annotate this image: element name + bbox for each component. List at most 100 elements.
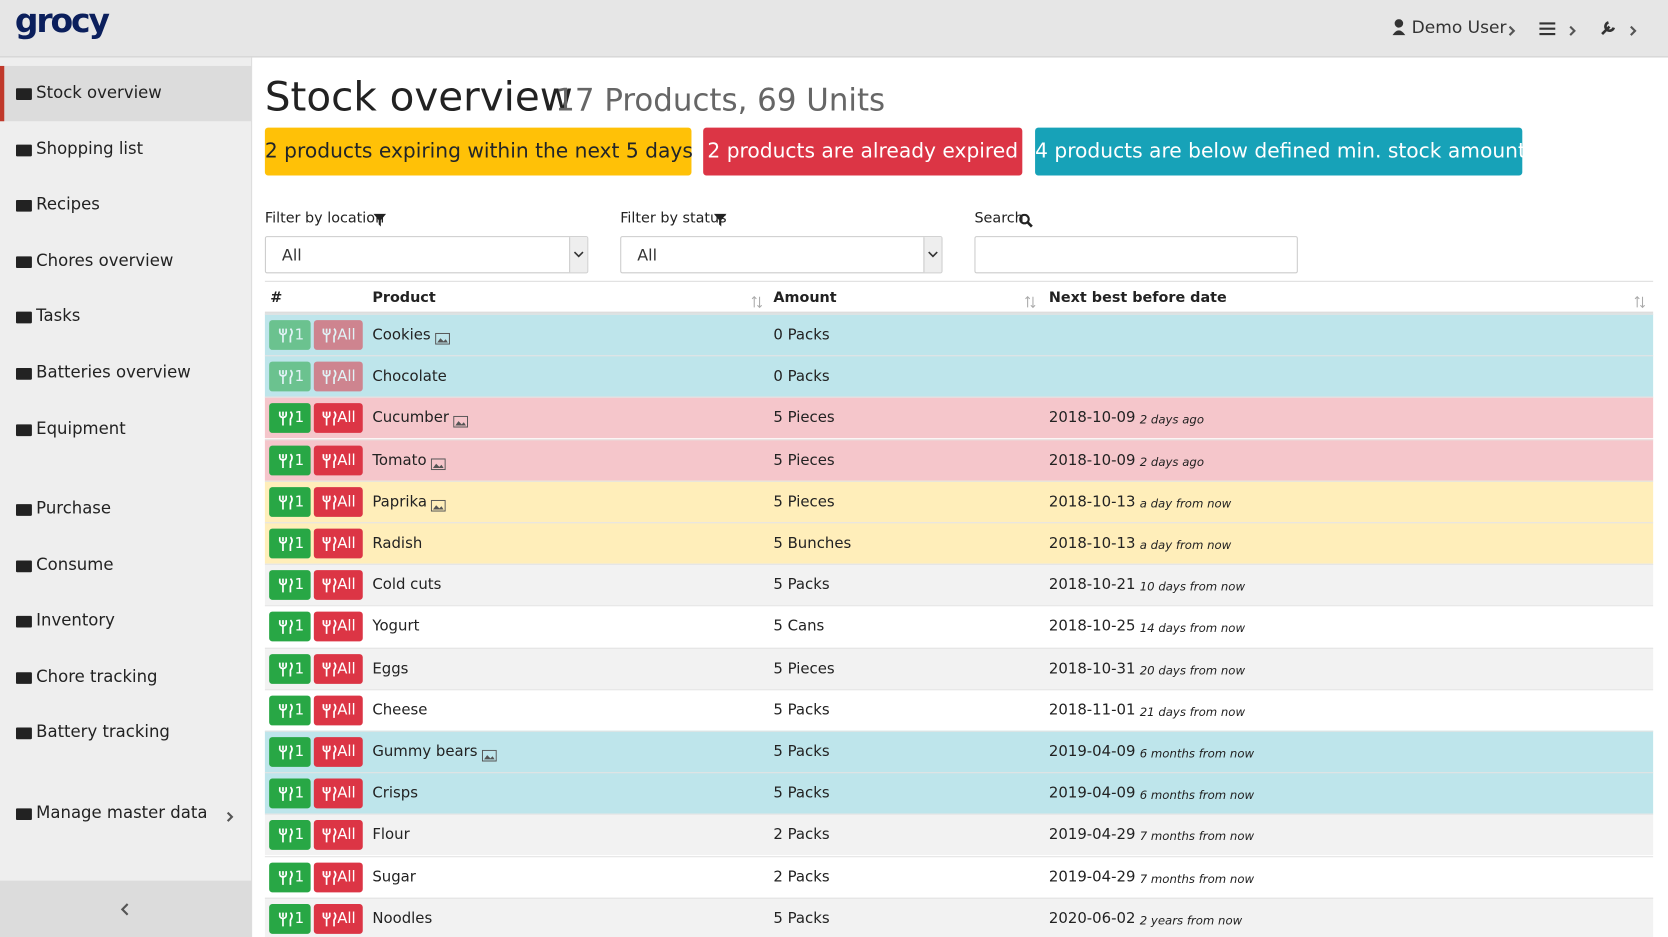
nav-item[interactable]: Chores overview	[36, 250, 174, 270]
nav-item[interactable]: Purchase	[36, 498, 112, 518]
consume-one-button[interactable]: 1	[269, 778, 311, 809]
button-label: 1	[294, 868, 305, 886]
alert-button[interactable]: 4 products are below defined min. stock …	[1035, 127, 1526, 176]
button-label: All	[337, 910, 356, 928]
product-name[interactable]: Tomato	[372, 451, 427, 469]
consume-one-button[interactable]: 1	[269, 445, 311, 475]
best-before-date: 2018-10-25	[1048, 618, 1136, 636]
consume-all-button[interactable]: All	[313, 445, 363, 475]
nav-icon	[15, 86, 33, 106]
consume-one-button[interactable]: 1	[269, 486, 311, 517]
fork-icon	[278, 828, 294, 848]
relative-date: 20 days from now	[1139, 663, 1246, 678]
product-name[interactable]: Radish	[372, 534, 423, 553]
consume-one-button[interactable]: 1	[269, 611, 311, 642]
product-name[interactable]: Yogurt	[372, 618, 420, 636]
nav-item[interactable]: Consume	[36, 554, 114, 574]
consume-all-button[interactable]: All	[313, 403, 363, 434]
select[interactable]: All	[264, 236, 589, 274]
consume-all-button[interactable]: All	[313, 862, 363, 892]
fork-icon-svg	[278, 911, 293, 927]
fork-icon	[278, 870, 294, 890]
consume-one-button[interactable]: 1	[269, 320, 311, 350]
consume-one-button[interactable]: 1	[269, 903, 311, 934]
consume-one-button[interactable]: 1	[269, 570, 311, 601]
consume-all-button[interactable]: All	[313, 320, 363, 350]
consume-one-button[interactable]: 1	[269, 737, 311, 767]
consume-one-button[interactable]: 1	[269, 653, 311, 684]
best-before-date: 2020-06-02	[1048, 910, 1136, 928]
user-menu[interactable]: Demo User	[1411, 17, 1507, 38]
amount: 0 Packs	[773, 326, 830, 344]
fork-icon	[278, 578, 294, 598]
product-name[interactable]: Flour	[372, 826, 410, 844]
relative-date: 14 days from now	[1139, 621, 1246, 636]
fork-icon-svg	[278, 619, 293, 635]
sort-icon	[751, 292, 763, 312]
consume-all-button[interactable]: All	[313, 361, 363, 392]
fork-icon	[278, 744, 294, 765]
nav-icon	[15, 670, 33, 690]
product-name[interactable]: Crisps	[372, 785, 418, 803]
picture-icon-svg	[430, 457, 446, 470]
table-row: 1 All Tomato 5 Pieces 2018-10-09 2 days ago	[264, 438, 1654, 481]
nav-item[interactable]: Manage master data	[36, 803, 208, 823]
search-input[interactable]	[974, 236, 1298, 274]
amount: 5 Packs	[773, 701, 830, 719]
product-name[interactable]: Cookies	[372, 326, 431, 344]
consume-all-button[interactable]: All	[313, 778, 363, 809]
nav-item[interactable]: Stock overview	[36, 82, 162, 103]
consume-all-button[interactable]: All	[313, 903, 363, 934]
consume-all-button[interactable]: All	[313, 611, 363, 642]
consume-one-button[interactable]: 1	[269, 528, 311, 559]
table-row: 1 All Cheese 5 Packs 2018-11-01 21 days from …	[264, 688, 1654, 731]
consume-all-button[interactable]: All	[313, 528, 363, 559]
best-before-date: 2018-10-13	[1048, 493, 1136, 511]
button-label: All	[337, 534, 356, 553]
nav-item[interactable]: Chore tracking	[36, 666, 158, 686]
nav-item[interactable]: Equipment	[36, 418, 126, 438]
consume-one-button[interactable]: 1	[269, 820, 311, 851]
product-name[interactable]: Paprika	[372, 493, 427, 511]
nav-item[interactable]: Tasks	[36, 306, 81, 326]
button-label: 1	[294, 785, 305, 803]
nav-item[interactable]: Batteries overview	[36, 362, 191, 382]
amount: 5 Pieces	[773, 409, 835, 427]
consume-all-button[interactable]: All	[313, 486, 363, 517]
logo[interactable]: grocy	[14, 2, 110, 41]
consume-one-button[interactable]: 1	[269, 862, 311, 892]
consume-one-button[interactable]: 1	[269, 403, 311, 434]
nav-icon-svg	[15, 144, 32, 156]
consume-all-button[interactable]: All	[313, 570, 363, 601]
product-name[interactable]: Chocolate	[372, 368, 447, 386]
column-header: Next best before date	[1048, 289, 1227, 307]
dropdown-button-svg	[928, 251, 938, 258]
consume-one-button[interactable]: 1	[269, 695, 311, 726]
page-title: Stock overview	[264, 73, 573, 121]
fork-icon-svg	[278, 328, 293, 343]
product-name[interactable]: Gummy bears	[372, 743, 478, 761]
fork-icon	[278, 786, 294, 806]
consume-all-button[interactable]: All	[313, 737, 363, 767]
consume-all-button[interactable]: All	[313, 653, 363, 684]
product-name[interactable]: Eggs	[372, 660, 409, 678]
product-name[interactable]: Sugar	[372, 868, 416, 886]
nav-item[interactable]: Battery tracking	[36, 722, 170, 742]
nav-item[interactable]: Inventory	[36, 610, 115, 630]
product-name[interactable]: Cheese	[372, 701, 428, 719]
nav-item[interactable]: Shopping list	[36, 138, 144, 159]
button-label: 1	[294, 451, 305, 469]
product-name[interactable]: Cold cuts	[372, 576, 442, 594]
consume-one-button[interactable]: 1	[269, 361, 311, 392]
alert-button[interactable]: 2 products are already expired	[703, 127, 1023, 176]
alert-button[interactable]: 2 products expiring within the next 5 da…	[264, 127, 693, 176]
best-before-date: 2018-11-01	[1048, 701, 1136, 719]
consume-all-button[interactable]: All	[313, 695, 363, 726]
product-name[interactable]: Cucumber	[372, 409, 450, 427]
product-name[interactable]: Noodles	[372, 910, 433, 928]
consume-all-button[interactable]: All	[313, 820, 363, 851]
nav-item[interactable]: Recipes	[36, 194, 100, 214]
sidebar-toggle[interactable]	[0, 880, 252, 937]
fork-icon-svg	[278, 786, 293, 802]
select[interactable]: All	[620, 236, 943, 274]
